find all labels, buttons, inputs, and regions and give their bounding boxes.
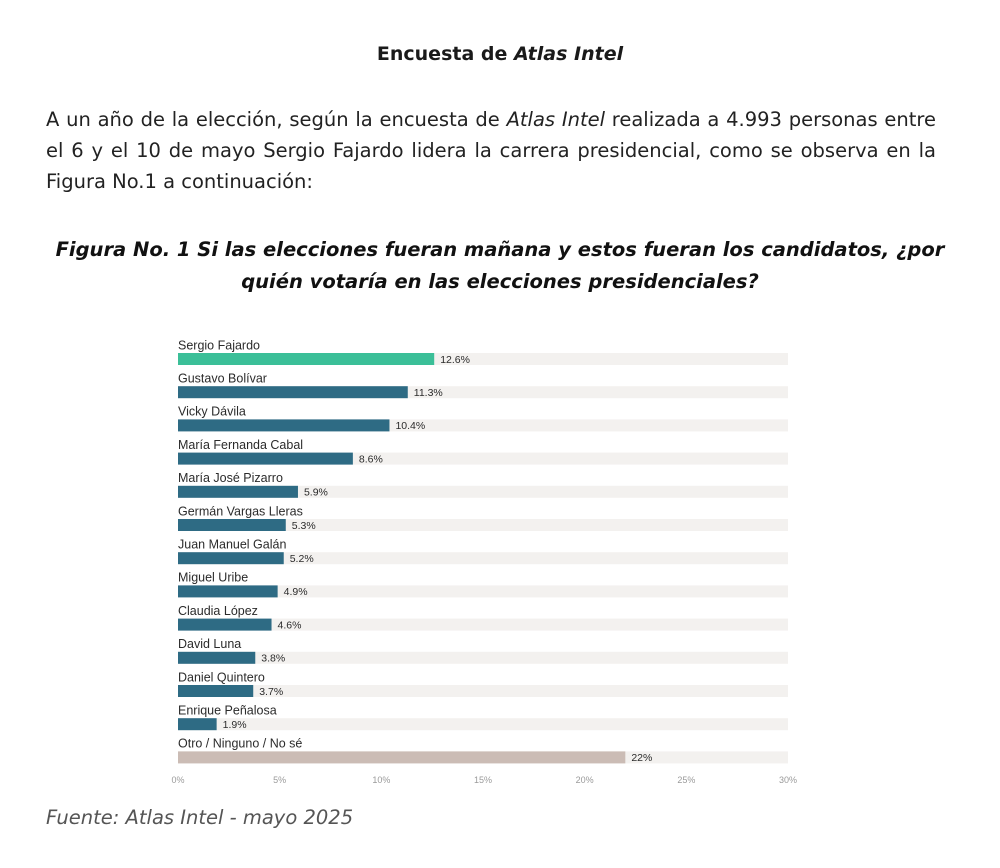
figure-title-line-2: quién votaría en las elecciones presiden…: [241, 270, 759, 293]
bar: [178, 552, 284, 565]
category-label: Claudia López: [178, 604, 258, 618]
category-label: Germán Vargas Lleras: [178, 504, 303, 518]
x-tick-label: 10%: [372, 775, 390, 785]
bar-track: [178, 618, 788, 631]
intro-text-2: realizada a 4.993 personas entre el 6 y …: [46, 108, 936, 193]
x-tick-label: 30%: [779, 775, 797, 785]
category-label: Miguel Uribe: [178, 571, 248, 585]
figure-title: Figura No. 1 Si las elecciones fueran ma…: [40, 234, 960, 298]
bar: [178, 519, 286, 531]
value-label: 3.8%: [261, 653, 285, 665]
value-label: 3.7%: [259, 686, 283, 698]
bar: [178, 386, 408, 399]
x-tick-label: 20%: [576, 775, 594, 785]
category-label: Sergio Fajardo: [178, 338, 260, 352]
category-label: Gustavo Bolívar: [178, 371, 267, 385]
value-label: 5.3%: [292, 520, 316, 532]
category-label: Daniel Quintero: [178, 670, 265, 684]
bar: [178, 618, 272, 631]
value-label: 5.2%: [290, 553, 314, 565]
bar: [178, 452, 353, 465]
bar-track: [178, 519, 788, 531]
value-label: 10.4%: [395, 420, 425, 432]
x-tick-label: 25%: [677, 775, 695, 785]
bar-track: [178, 485, 788, 498]
bar: [178, 585, 278, 598]
x-tick-label: 0%: [171, 775, 184, 785]
bar-track: [178, 552, 788, 565]
figure-title-line-1: Figura No. 1 Si las elecciones fueran ma…: [55, 238, 945, 261]
bar: [178, 651, 256, 664]
category-label: Juan Manuel Galán: [178, 537, 286, 551]
value-label: 11.3%: [414, 387, 443, 399]
intro-emphasis: Atlas Intel: [506, 108, 606, 131]
heading-prefix: Encuesta de: [376, 43, 515, 65]
heading-emphasis: Atlas Intel: [514, 43, 624, 65]
bar: [178, 751, 626, 764]
value-label: 8.6%: [359, 453, 383, 465]
value-label: 22%: [631, 752, 652, 764]
category-label: Otro / Ninguno / No sé: [178, 737, 302, 751]
category-label: Enrique Peñalosa: [178, 703, 277, 717]
bar-track: [178, 718, 788, 731]
intro-text-1: A un año de la elección, según la encues…: [46, 108, 507, 131]
value-label: 5.9%: [304, 487, 328, 499]
bar-track: [178, 651, 788, 664]
value-label: 4.9%: [284, 586, 308, 598]
bar: [178, 718, 217, 731]
value-label: 1.9%: [223, 719, 247, 731]
bar-track: [178, 585, 788, 598]
x-tick-label: 15%: [474, 775, 492, 785]
value-label: 12.6%: [440, 354, 470, 366]
category-label: Vicky Dávila: [178, 405, 246, 419]
category-label: David Luna: [178, 637, 241, 651]
section-heading: Encuesta de Atlas Intel: [0, 43, 1000, 65]
bar: [178, 353, 435, 365]
bar: [178, 685, 254, 697]
category-label: María Fernanda Cabal: [178, 438, 303, 452]
x-tick-label: 5%: [273, 775, 286, 785]
bar-track: [178, 685, 788, 697]
category-label: María José Pizarro: [178, 471, 283, 485]
source-note: Fuente: Atlas Intel - mayo 2025: [46, 806, 354, 829]
bar: [178, 485, 298, 498]
value-label: 4.6%: [278, 619, 302, 631]
bar: [178, 419, 390, 432]
intro-paragraph: A un año de la elección, según la encues…: [46, 104, 936, 197]
